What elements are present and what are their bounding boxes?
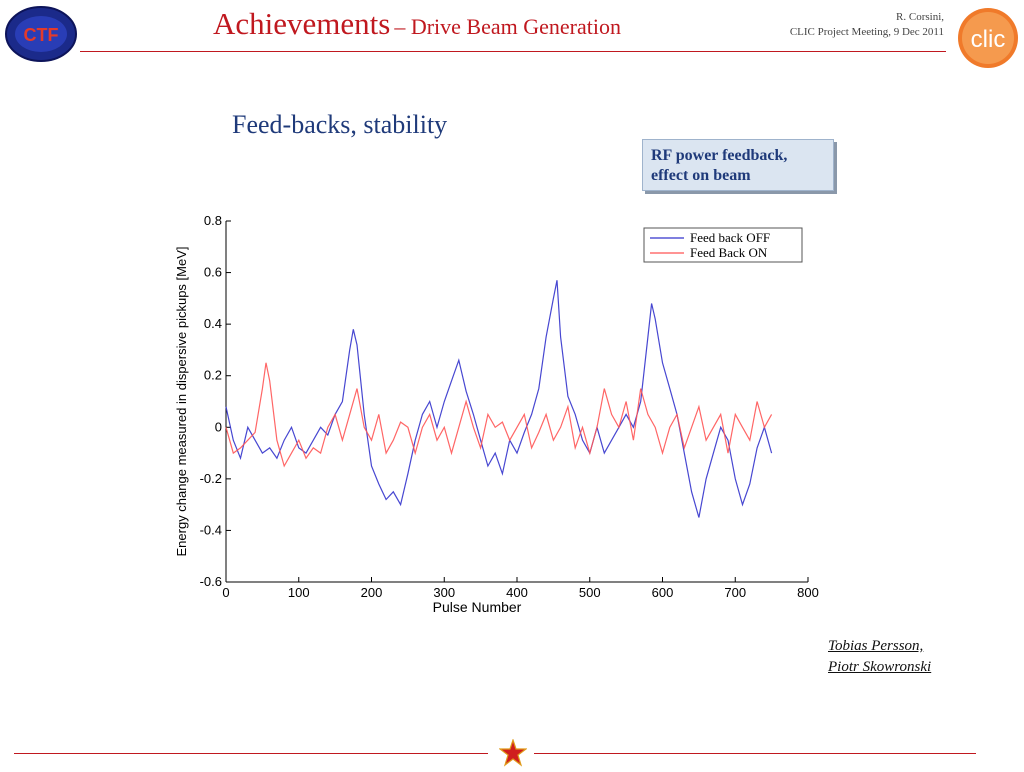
y-tick-label: 0.6 bbox=[204, 265, 222, 280]
y-tick-label: 0 bbox=[215, 419, 222, 434]
author-info: R. Corsini, CLIC Project Meeting, 9 Dec … bbox=[790, 10, 944, 40]
credits: Tobias Persson, Piotr Skowronski bbox=[828, 636, 931, 678]
x-tick-label: 400 bbox=[506, 585, 528, 600]
header-rule bbox=[80, 51, 946, 52]
author-line2: CLIC Project Meeting, 9 Dec 2011 bbox=[789, 26, 944, 38]
x-tick-label: 800 bbox=[797, 585, 819, 600]
right-logo: clic bbox=[956, 6, 1020, 70]
legend-box bbox=[643, 227, 803, 263]
footer-rule-right bbox=[534, 753, 976, 754]
credits-line2: Piotr Skowronski bbox=[828, 659, 932, 675]
y-tick-label: 0.4 bbox=[204, 316, 222, 331]
right-logo-text: clic bbox=[971, 26, 1006, 53]
y-tick-label: -0.6 bbox=[200, 574, 222, 589]
legend-label: Feed back OFF bbox=[690, 230, 770, 245]
x-tick-label: 0 bbox=[222, 585, 229, 600]
y-tick-label: -0.2 bbox=[200, 471, 222, 486]
y-tick-label: 0.8 bbox=[204, 213, 222, 228]
page-title: Achievements – Drive Beam Generation bbox=[213, 6, 773, 42]
x-tick-label: 500 bbox=[579, 585, 601, 600]
x-tick-label: 100 bbox=[288, 585, 310, 600]
energy-chart: 0 100 200 300 400 500 600 700 800 -0.6 -0.4 -0.2 0 0.… bbox=[174, 213, 819, 615]
callout-box: RF power feedback, effect on beam bbox=[642, 139, 834, 191]
series-line-on bbox=[225, 362, 773, 468]
x-tick-label: 300 bbox=[433, 585, 455, 600]
y-tick-label: 0.2 bbox=[204, 368, 222, 383]
y-tick-label: -0.4 bbox=[200, 522, 222, 537]
title-sub: – Drive Beam Generation bbox=[394, 14, 621, 39]
left-logo: CTF bbox=[4, 6, 78, 62]
x-tick-label: 700 bbox=[724, 585, 746, 600]
x-tick-label: 600 bbox=[652, 585, 674, 600]
author-line1: R. Corsini, bbox=[896, 11, 944, 23]
x-axis-label: Pulse Number bbox=[433, 599, 522, 615]
credits-line1: Tobias Persson, bbox=[828, 638, 924, 654]
title-main: Achievements bbox=[213, 6, 391, 41]
y-axis-label: Energy change measured in dispersive pic… bbox=[174, 247, 189, 557]
left-logo-text: CTF bbox=[24, 25, 59, 45]
series-line-off bbox=[225, 280, 773, 518]
legend-label: Feed Back ON bbox=[690, 245, 768, 260]
star-icon bbox=[498, 738, 528, 767]
slide-subtitle: Feed-backs, stability bbox=[232, 110, 448, 139]
footer-rule-left bbox=[14, 753, 488, 754]
x-tick-label: 200 bbox=[361, 585, 383, 600]
